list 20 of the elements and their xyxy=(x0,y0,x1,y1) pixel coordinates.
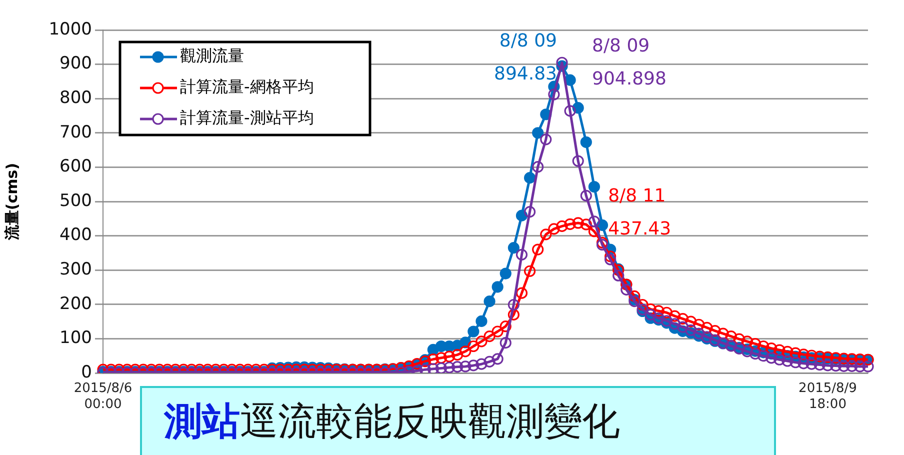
y-tick-label: 0 xyxy=(81,362,92,382)
y-tick-label: 500 xyxy=(60,190,92,211)
y-axis-title: 流量(cms) xyxy=(2,162,21,242)
x-tick-label: 2015/8/9 18:00 xyxy=(798,381,857,412)
y-tick-label: 100 xyxy=(60,328,92,348)
y-tick-label: 600 xyxy=(60,156,92,177)
legend-label: 計算流量-網格平均 xyxy=(180,77,314,96)
y-tick-label: 200 xyxy=(60,294,92,314)
y-tick-label: 800 xyxy=(60,88,92,108)
legend-label: 觀測流量 xyxy=(180,46,244,66)
y-tick-label: 700 xyxy=(60,122,92,142)
x-tick-label: 2015/8/6 00:00 xyxy=(74,381,132,412)
y-tick-label: 400 xyxy=(60,225,92,246)
y-tick-label: 300 xyxy=(60,260,92,280)
y-tick-label: 900 xyxy=(60,54,92,74)
annotation: 8/8 11 437.43 xyxy=(608,186,672,240)
y-tick-label: 1000 xyxy=(48,19,92,40)
annotation: 8/8 09 904.898 xyxy=(592,35,666,90)
legend-label: 計算流量-測站平均 xyxy=(180,108,314,128)
annotation: 8/8 09 894.83 xyxy=(494,30,557,85)
